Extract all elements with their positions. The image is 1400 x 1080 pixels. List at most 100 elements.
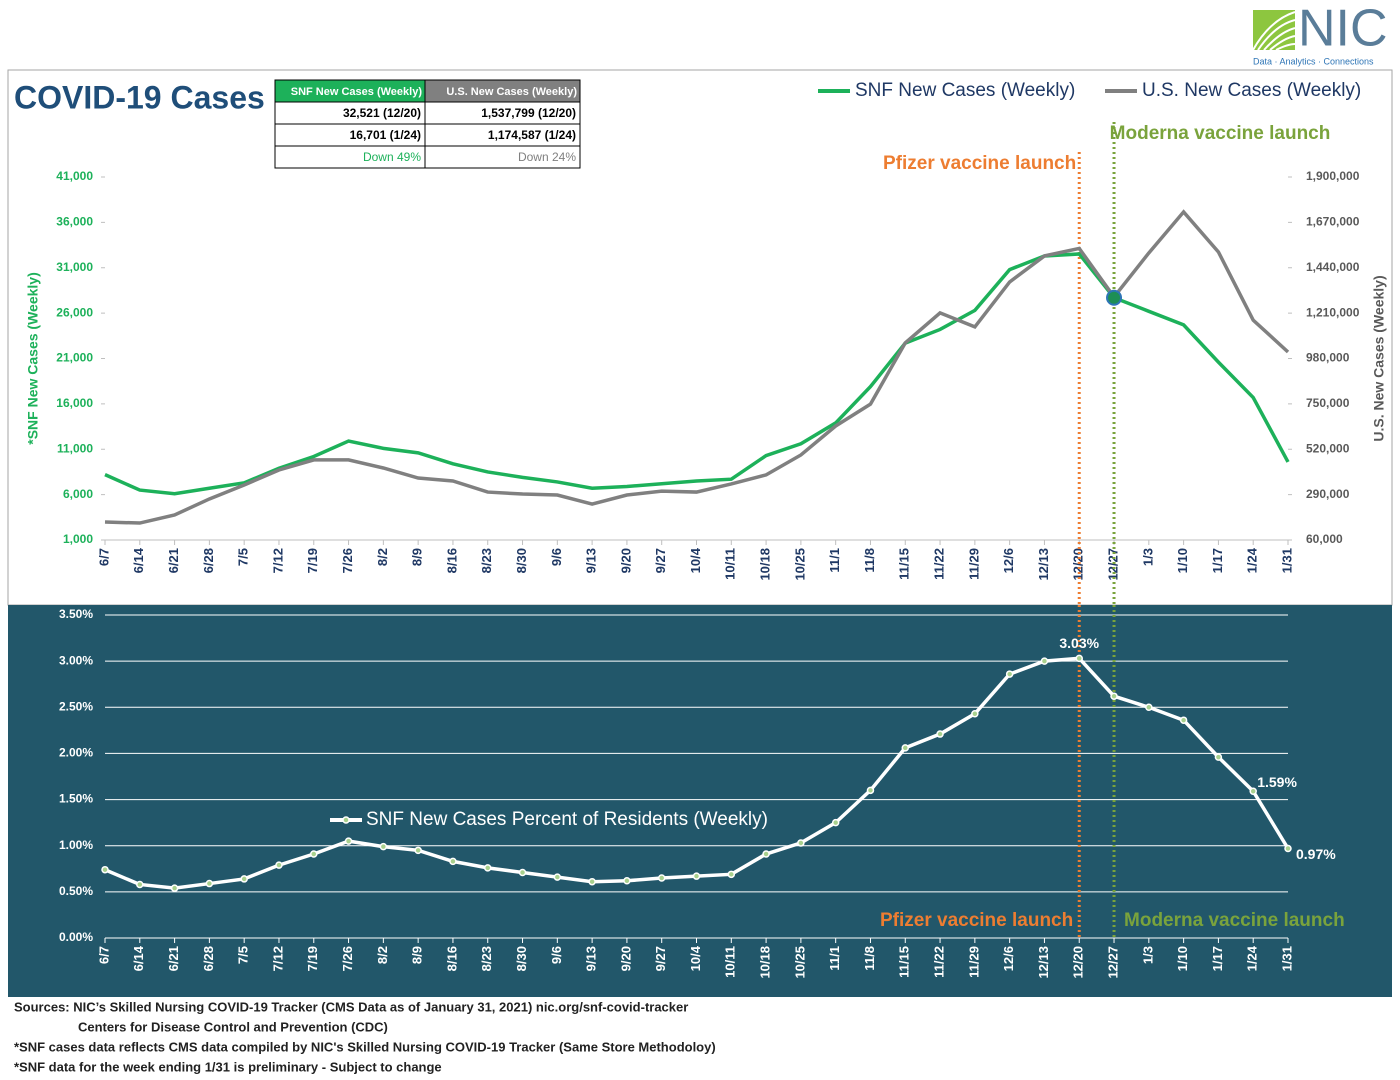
y-tick-label: 2.00% xyxy=(59,746,93,760)
y-tick-label: 36,000 xyxy=(56,215,93,229)
y2-tick-label: 1,670,000 xyxy=(1306,215,1360,229)
point xyxy=(101,865,109,874)
x-tick-label: 9/20 xyxy=(618,946,633,971)
x-tick-label: 9/20 xyxy=(618,548,633,573)
x-tick-label: 1/17 xyxy=(1210,946,1225,971)
point xyxy=(518,868,527,877)
x-tick-label: 1/31 xyxy=(1279,946,1294,971)
point xyxy=(901,744,910,752)
point xyxy=(205,879,214,888)
x-tick-label: 7/12 xyxy=(270,946,285,971)
x-tick-label: 9/13 xyxy=(584,548,599,573)
legend-label: U.S. New Cases (Weekly) xyxy=(1142,80,1361,101)
y2-tick-label: 1,440,000 xyxy=(1306,260,1360,274)
point xyxy=(588,877,596,886)
y-tick-label: 31,000 xyxy=(56,260,93,274)
x-tick-label: 8/30 xyxy=(514,946,529,971)
point xyxy=(971,709,979,718)
x-tick-label: 8/2 xyxy=(375,946,390,964)
y-tick-label: 3.00% xyxy=(59,653,93,667)
x-tick-label: 6/28 xyxy=(201,548,216,573)
table-cell: 32,521 (12/20) xyxy=(343,106,421,120)
footer-line: *SNF cases data reflects CMS data compil… xyxy=(14,1039,716,1054)
point xyxy=(310,850,318,858)
x-tick-label: 6/21 xyxy=(166,946,181,971)
x-tick-label: 12/13 xyxy=(1036,548,1051,581)
x-tick-label: 6/14 xyxy=(131,547,146,573)
x-tick-label: 6/14 xyxy=(131,945,146,971)
x-tick-label: 9/13 xyxy=(584,946,599,971)
x-tick-label: 9/27 xyxy=(653,946,668,971)
y-tick-label: 1.50% xyxy=(59,792,93,806)
x-tick-label: 9/6 xyxy=(549,548,564,566)
point xyxy=(762,850,770,858)
y-tick-label: 11,000 xyxy=(57,441,93,455)
x-tick-label: 7/26 xyxy=(340,548,355,573)
x-tick-label: 10/25 xyxy=(792,548,807,581)
x-tick-label: 7/19 xyxy=(305,548,320,573)
highlight-point xyxy=(1106,289,1123,306)
x-tick-label: 1/24 xyxy=(1245,945,1260,971)
x-tick-label: 8/23 xyxy=(479,548,494,573)
point xyxy=(379,842,388,851)
point xyxy=(1110,692,1118,700)
table-header: SNF New Cases (Weekly) xyxy=(291,86,423,98)
x-tick-label: 12/13 xyxy=(1036,946,1051,979)
legend-label: SNF New Cases (Weekly) xyxy=(855,80,1075,101)
y-axis-title: *SNF New Cases (Weekly) xyxy=(25,272,41,444)
point xyxy=(1075,654,1083,663)
x-tick-label: 11/22 xyxy=(931,946,946,978)
y-tick-label: 16,000 xyxy=(56,396,93,410)
y-tick-label: 0.50% xyxy=(59,884,93,898)
y-tick-label: 21,000 xyxy=(56,351,93,365)
point xyxy=(692,872,701,880)
y-tick-label: 26,000 xyxy=(56,305,93,319)
x-tick-label: 12/27 xyxy=(1105,548,1120,581)
x-tick-label: 6/7 xyxy=(96,946,111,964)
point xyxy=(727,870,736,879)
x-tick-label: 12/6 xyxy=(1001,548,1016,573)
y-tick-label: 41,000 xyxy=(56,169,93,183)
x-tick-label: 10/11 xyxy=(723,946,738,978)
x-tick-label: 6/21 xyxy=(166,548,181,573)
x-tick-label: 10/11 xyxy=(723,548,738,580)
x-tick-label: 11/15 xyxy=(897,548,912,580)
legend-label: SNF New Cases Percent of Residents (Week… xyxy=(366,809,768,830)
x-tick-label: 10/4 xyxy=(688,547,703,573)
value-label: 3.03% xyxy=(1059,635,1099,651)
table-cell: 1,174,587 (1/24) xyxy=(488,128,576,142)
x-tick-label: 10/25 xyxy=(792,946,807,979)
x-tick-label: 8/9 xyxy=(410,946,425,964)
y-tick-label: 1,000 xyxy=(63,532,93,546)
x-tick-label: 8/23 xyxy=(479,946,494,971)
x-tick-label: 1/3 xyxy=(1140,946,1155,964)
y-tick-label: 6,000 xyxy=(63,487,93,501)
y2-tick-label: 1,900,000 xyxy=(1306,169,1360,183)
chart-title: COVID-19 Cases xyxy=(14,79,265,115)
point xyxy=(1284,844,1292,853)
point xyxy=(170,884,179,892)
point xyxy=(1145,703,1153,712)
y2-tick-label: 750,000 xyxy=(1306,396,1350,410)
logo-name: NIC xyxy=(1298,0,1388,58)
point xyxy=(414,846,422,855)
table-cell: 1,537,799 (12/20) xyxy=(481,106,576,120)
y-tick-label: 0.00% xyxy=(59,930,93,944)
point xyxy=(483,864,492,872)
logo-tagline: Data · Analytics · Connections xyxy=(1253,56,1374,66)
x-tick-label: 1/3 xyxy=(1140,548,1155,566)
x-tick-label: 8/16 xyxy=(444,548,459,573)
x-tick-label: 8/16 xyxy=(444,946,459,971)
x-tick-label: 6/28 xyxy=(201,946,216,971)
line xyxy=(104,252,1290,496)
x-tick-label: 12/27 xyxy=(1105,946,1120,979)
point xyxy=(1179,716,1188,724)
top-panel xyxy=(7,69,1393,606)
x-tick-label: 11/8 xyxy=(862,548,877,573)
x-tick-label: 1/17 xyxy=(1210,548,1225,573)
x-tick-label: 7/26 xyxy=(340,946,355,971)
annotation: Moderna vaccine launch xyxy=(1124,910,1345,931)
footer-line: *SNF data for the week ending 1/31 is pr… xyxy=(14,1059,442,1074)
point xyxy=(866,786,875,795)
